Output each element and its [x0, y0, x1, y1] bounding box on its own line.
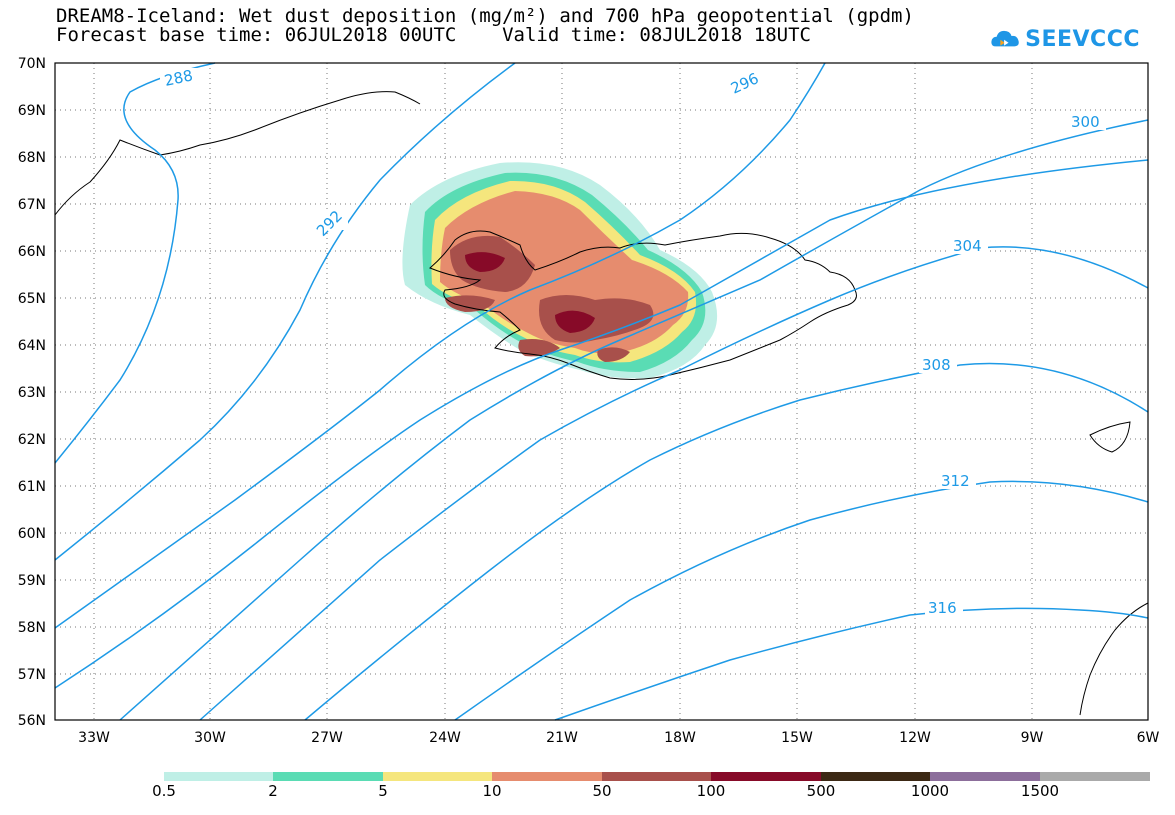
legend-label: 5 — [378, 782, 388, 800]
lon-label: 9W — [1021, 730, 1044, 746]
legend-swatch — [1040, 772, 1150, 781]
legend-swatch — [273, 772, 383, 781]
legend-label: 2 — [268, 782, 278, 800]
lat-label: 64N — [18, 338, 46, 354]
legend-swatch — [930, 772, 1040, 781]
legend-swatch — [711, 772, 821, 781]
lon-label: 6W — [1137, 730, 1160, 746]
legend-label: 1500 — [1020, 782, 1060, 800]
lat-label: 70N — [18, 56, 46, 72]
lat-label: 67N — [18, 197, 46, 213]
legend-label: 500 — [806, 782, 836, 800]
contour-label: 312 — [941, 472, 970, 490]
cloud-icon — [991, 30, 1019, 47]
lat-label: 63N — [18, 385, 46, 401]
contour-line-300 — [119, 119, 1149, 721]
lon-label: 12W — [899, 730, 931, 746]
lon-label: 24W — [429, 730, 461, 746]
lon-label: 18W — [664, 730, 696, 746]
legend-label: 1000 — [910, 782, 950, 800]
legend-label: 10 — [482, 782, 502, 800]
lat-label: 65N — [18, 291, 46, 307]
lat-label: 58N — [18, 620, 46, 636]
contour-label-group: 288 292 296 300 304 308 312 316 — [160, 66, 1106, 617]
map-area — [55, 63, 1148, 720]
latitude-axis: 70N 69N 68N 67N 66N 65N 64N 63N 62N 61N … — [18, 56, 46, 729]
deposition-50-100 — [445, 295, 495, 312]
greenland-coastline — [54, 91, 421, 216]
lon-label: 27W — [311, 730, 343, 746]
legend-swatch — [383, 772, 492, 781]
lat-label: 59N — [18, 573, 46, 589]
lat-label: 62N — [18, 432, 46, 448]
lat-label: 69N — [18, 103, 46, 119]
contour-label: 288 — [163, 66, 195, 90]
lat-label: 56N — [18, 713, 46, 729]
map-frame — [54, 62, 1149, 721]
contour-line-312 — [454, 480, 1149, 721]
legend-swatch — [492, 772, 602, 781]
lat-label: 57N — [18, 667, 46, 683]
legend-label: 0.5 — [152, 782, 176, 800]
contour-line-296a — [54, 62, 826, 629]
contour-label: 300 — [1071, 113, 1100, 131]
deposition-50-100 — [597, 347, 630, 362]
legend-label: 100 — [696, 782, 726, 800]
deposition-100-500 — [555, 310, 595, 333]
lon-label: 33W — [78, 730, 110, 746]
deposition-50-100 — [518, 339, 560, 357]
legend-label: 50 — [592, 782, 612, 800]
lon-label: 21W — [546, 730, 578, 746]
contour-line-316 — [554, 607, 1149, 721]
seevccc-logo: SEEVCCC — [990, 20, 1140, 58]
lat-label: 61N — [18, 479, 46, 495]
lat-label: 68N — [18, 150, 46, 166]
iceland-coastline — [429, 230, 857, 380]
contour-line-292 — [54, 62, 516, 561]
contour-label: 316 — [928, 599, 957, 617]
contour-line-288 — [54, 62, 216, 464]
wet-dust-deposition-field — [402, 162, 718, 379]
forecast-time-line: Forecast base time: 06JUL2018 00UTC Vali… — [56, 24, 811, 46]
contour-line-308 — [304, 362, 1149, 721]
legend-swatch — [164, 772, 273, 781]
contour-line-296b — [54, 159, 1149, 689]
faroe-islands — [1089, 421, 1131, 453]
deposition-100-500 — [465, 252, 505, 272]
lon-label: 15W — [781, 730, 813, 746]
contour-label: 304 — [953, 237, 982, 255]
logo-text: SEEVCCC — [1025, 26, 1140, 52]
contour-label: 308 — [922, 356, 951, 374]
legend-swatch — [602, 772, 711, 781]
lon-label: 30W — [194, 730, 226, 746]
lat-label: 60N — [18, 526, 46, 542]
legend-swatch — [821, 772, 930, 781]
map-title: DREAM8-Iceland: Wet dust deposition (mg/… — [56, 5, 914, 27]
lat-label: 66N — [18, 244, 46, 260]
longitude-axis: 33W 30W 27W 24W 21W 18W 15W 12W 9W 6W — [78, 730, 1159, 746]
